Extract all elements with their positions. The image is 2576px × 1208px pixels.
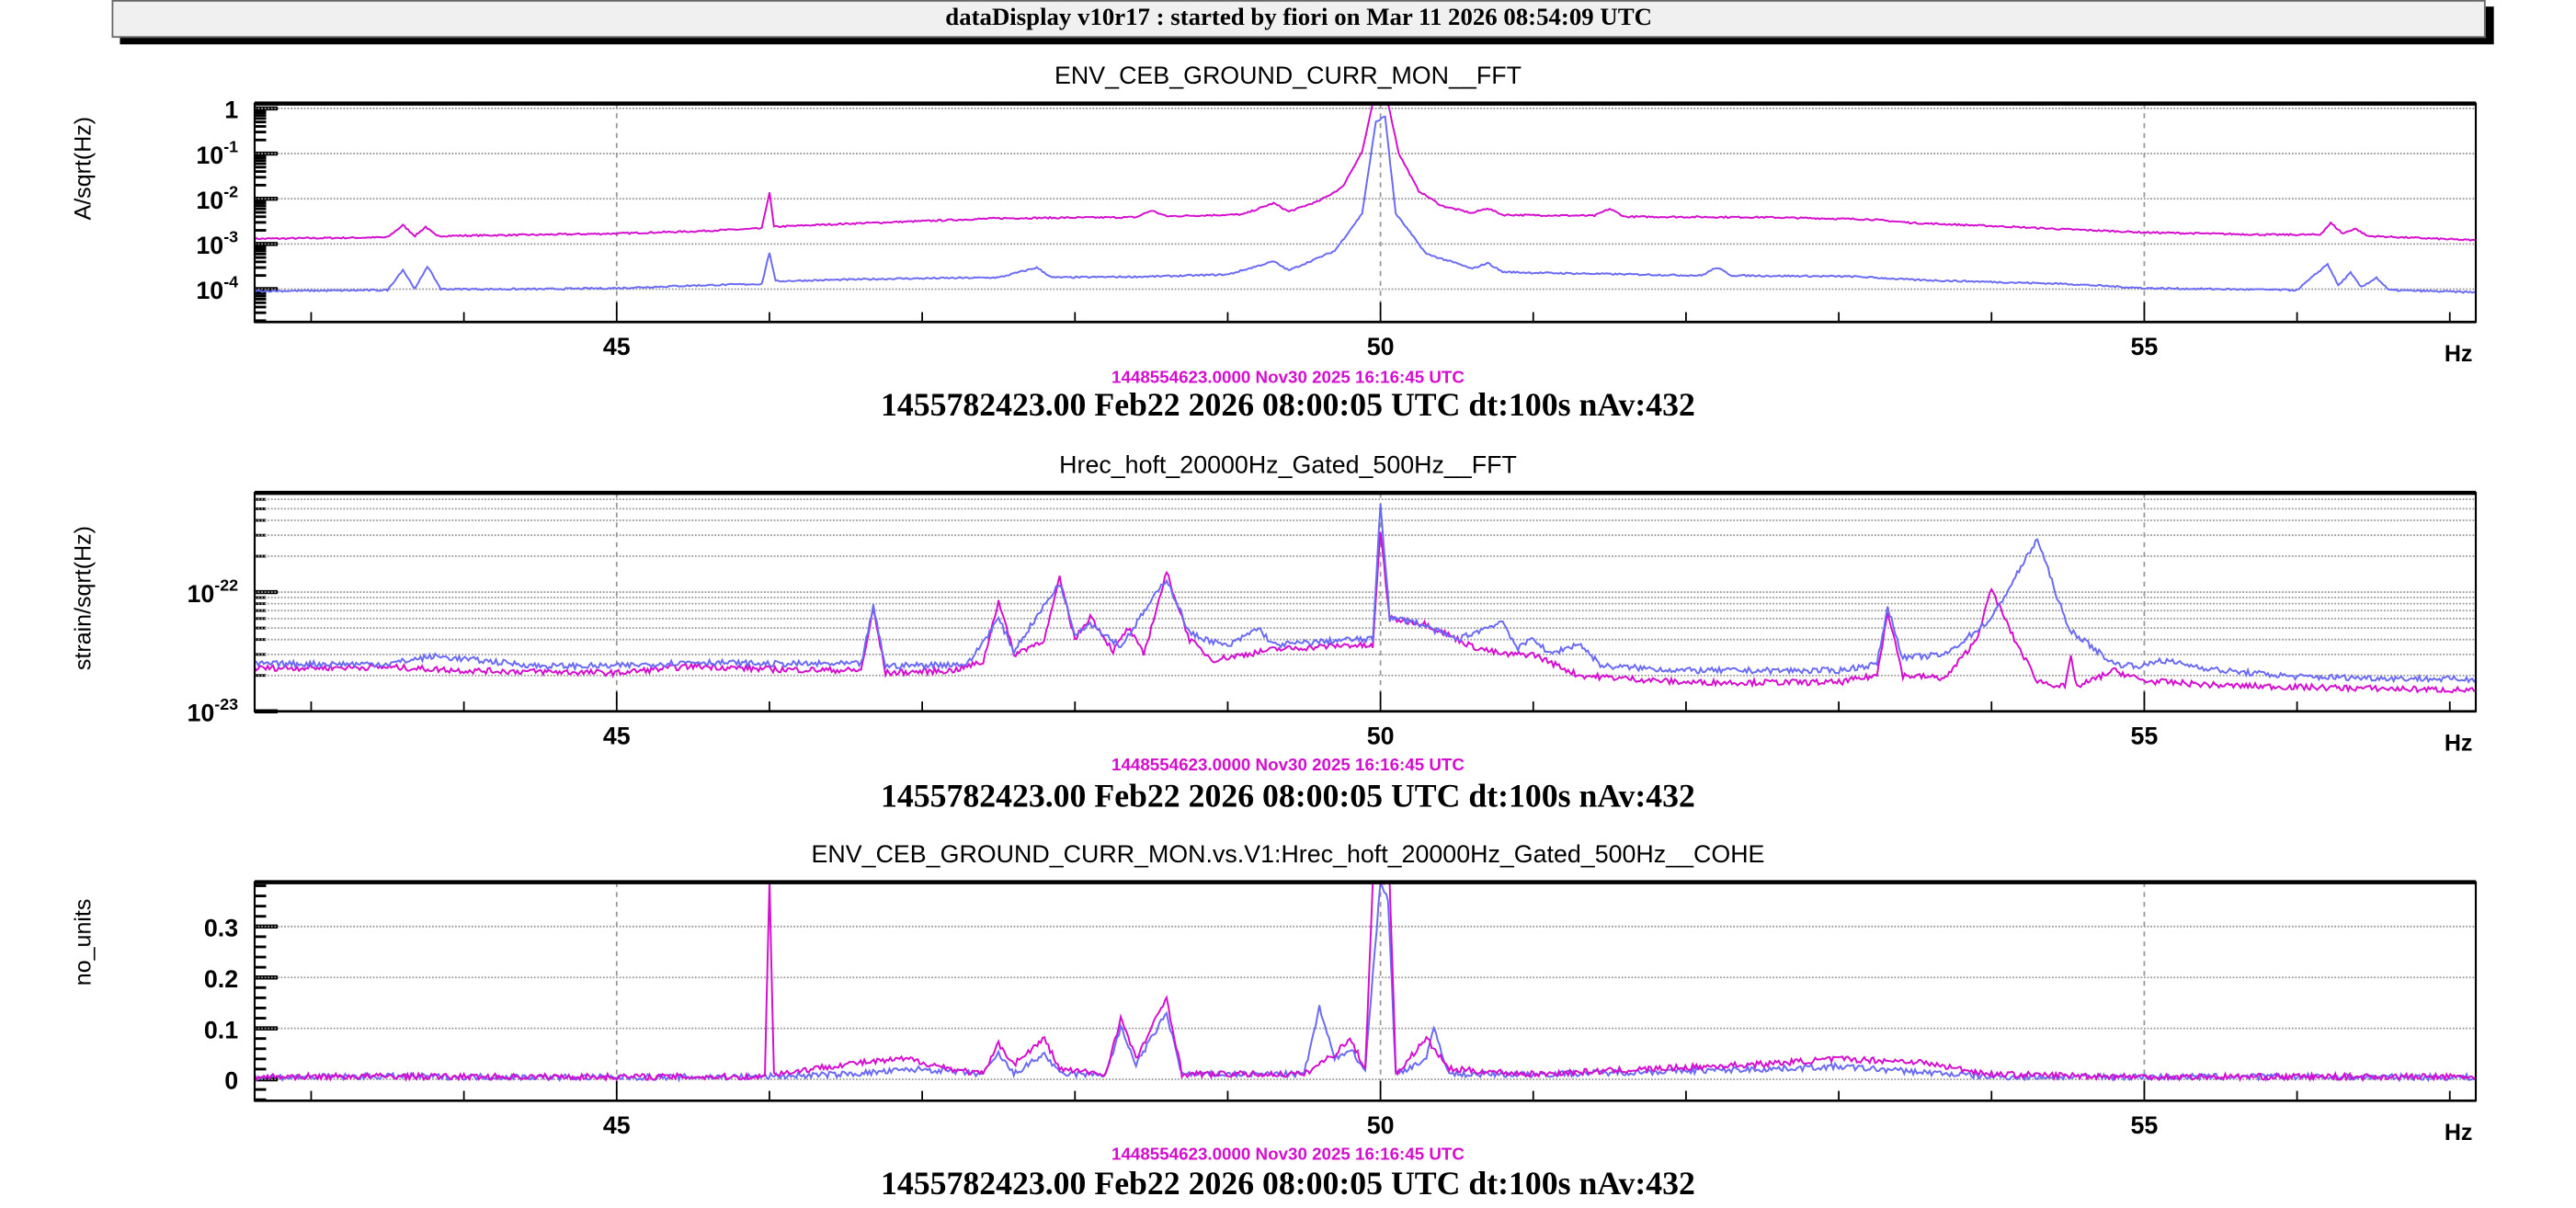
x-tick-label: 55 <box>2131 723 2159 750</box>
y-tick-base: 0.2 <box>204 965 238 993</box>
panel-3-reference-time: 1448554623.0000 Nov30 2025 16:16:45 UTC <box>1111 1145 1465 1165</box>
y-tick-exponent: -3 <box>223 228 238 246</box>
x-tick-label: 50 <box>1367 1111 1395 1139</box>
panel-3-time-info: 1455782423.00 Feb22 2026 08:00:05 UTC dt… <box>881 1166 1695 1203</box>
y-tick-label: 10-3 <box>196 228 238 260</box>
y-tick-label: 10-1 <box>196 137 238 169</box>
x-axis-unit-label: Hz <box>2445 731 2473 757</box>
x-axis-unit-label: Hz <box>2445 1120 2473 1145</box>
panel-1-time-info: 1455782423.00 Feb22 2026 08:00:05 UTC dt… <box>881 387 1695 425</box>
y-tick-base: 10 <box>196 142 223 169</box>
series-2-line <box>254 115 2476 294</box>
y-tick-label: 0.1 <box>204 1016 238 1043</box>
x-tick-label: 45 <box>603 1111 631 1139</box>
y-tick-exponent: -4 <box>223 273 238 291</box>
series-1-line <box>254 531 2476 694</box>
y-tick-exponent: -22 <box>214 576 238 594</box>
y-tick-base: 10 <box>196 187 223 214</box>
panel-2-reference-time: 1448554623.0000 Nov30 2025 16:16:45 UTC <box>1111 756 1465 776</box>
panel-1-reference-time: 1448554623.0000 Nov30 2025 16:16:45 UTC <box>1111 368 1465 388</box>
x-tick-label: 50 <box>1367 333 1395 360</box>
x-tick-label: 45 <box>603 723 631 750</box>
x-tick-label: 55 <box>2131 333 2159 360</box>
y-tick-base: 0 <box>224 1067 238 1095</box>
series-2-line <box>254 882 2476 1083</box>
app-title-bar: dataDisplay v10r17 : started by fiori on… <box>111 0 2486 39</box>
panel-3-title: ENV_CEB_GROUND_CURR_MON.vs.V1:Hrec_hoft_… <box>811 840 1765 870</box>
y-tick-base: 0.3 <box>204 915 238 942</box>
x-axis-unit-label: Hz <box>2445 341 2473 367</box>
y-tick-label: 0.3 <box>204 915 238 942</box>
y-tick-base: 10 <box>196 232 223 259</box>
series-1-line <box>254 103 2476 242</box>
y-tick-base: 10 <box>196 277 223 304</box>
panel-1-chart: 110-110-210-310-445 50 55 Hz <box>196 97 2478 367</box>
x-tick-label: 45 <box>603 333 631 360</box>
y-tick-label: 10-22 <box>187 576 238 608</box>
y-tick-exponent: -1 <box>223 137 238 155</box>
panel-3-chart: 0.3 0.2 0.1 0 45 50 55 Hz <box>204 880 2478 1145</box>
y-tick-base: 10 <box>187 699 214 726</box>
y-tick-label: 1 <box>224 97 238 124</box>
y-tick-exponent: -23 <box>214 695 238 713</box>
y-tick-exponent: -2 <box>223 182 238 200</box>
y-tick-label: 10-23 <box>187 695 238 727</box>
y-tick-base: 1 <box>224 97 238 124</box>
y-tick-label: 10-2 <box>196 182 238 214</box>
y-tick-label: 10-4 <box>196 273 238 305</box>
panel-1-title: ENV_CEB_GROUND_CURR_MON__FFT <box>1054 62 1522 91</box>
y-tick-base: 0.1 <box>204 1016 238 1043</box>
y-tick-label: 0 <box>224 1067 238 1095</box>
x-tick-label: 55 <box>2131 1111 2159 1139</box>
panel-2-title: Hrec_hoft_20000Hz_Gated_500Hz__FFT <box>1059 451 1517 480</box>
y-tick-base: 10 <box>187 580 214 608</box>
x-tick-label: 50 <box>1367 723 1395 750</box>
series-2-line <box>254 503 2476 684</box>
y-tick-label: 0.2 <box>204 965 238 993</box>
panel-2-time-info: 1455782423.00 Feb22 2026 08:00:05 UTC dt… <box>881 779 1695 815</box>
